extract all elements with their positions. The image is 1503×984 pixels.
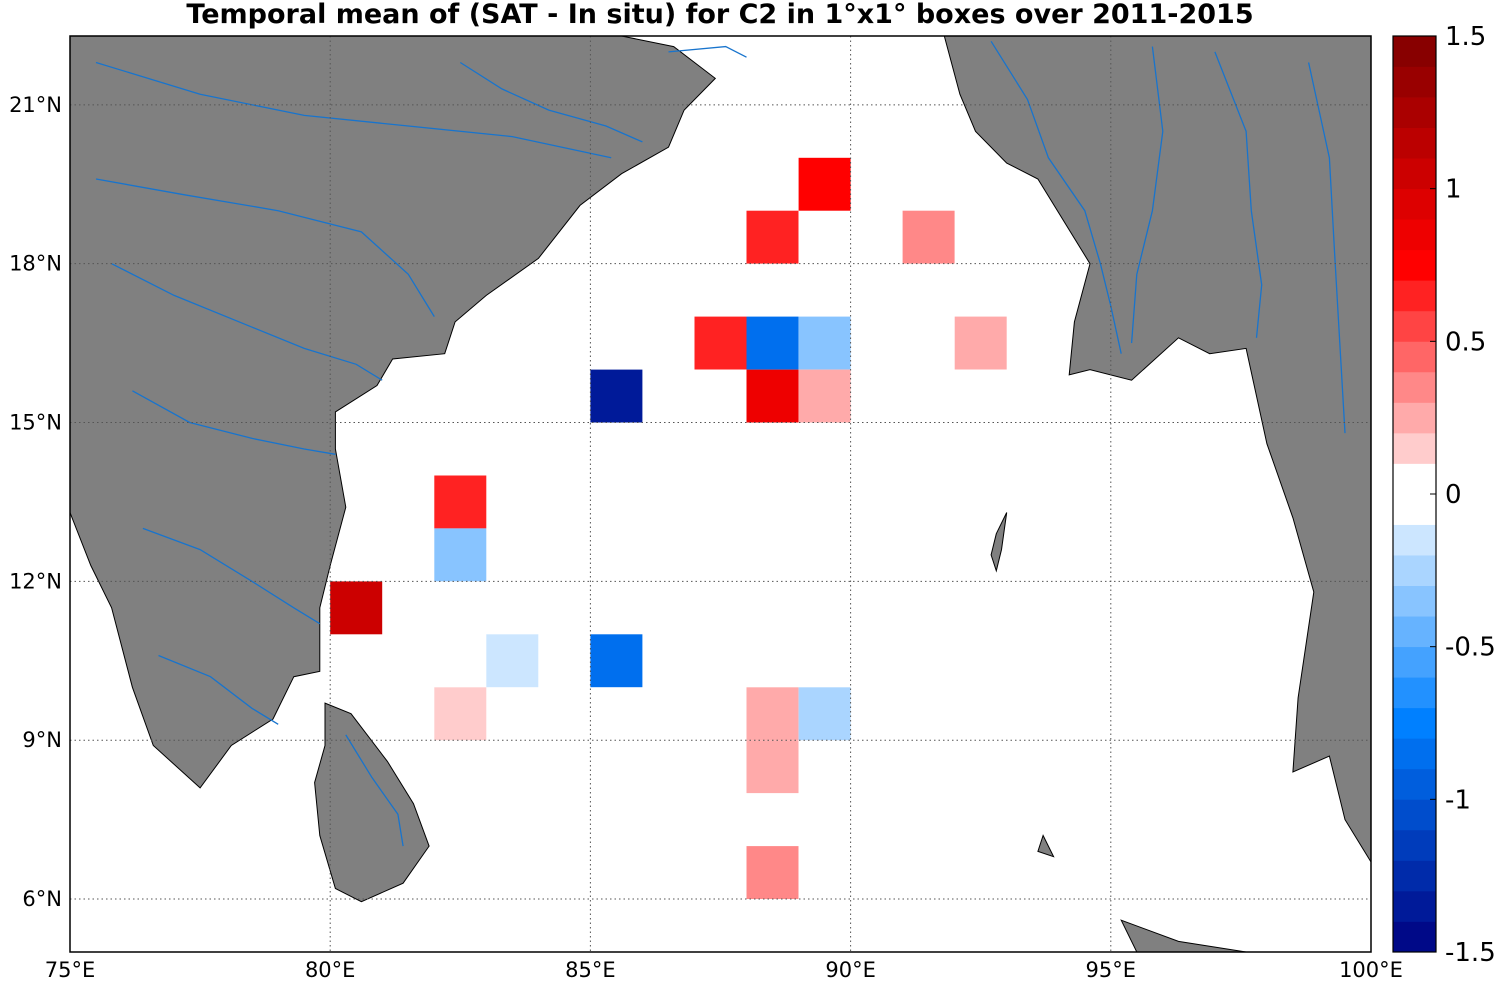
river	[132, 390, 336, 455]
nicobar-island	[1037, 834, 1055, 858]
colorbar-tick-label: 0.5	[1445, 327, 1486, 357]
colorbar-level	[1393, 158, 1436, 190]
colorbar-level	[1393, 738, 1436, 770]
data-box	[954, 316, 1007, 370]
data-box	[434, 528, 487, 582]
colorbar-level	[1393, 310, 1436, 342]
colorbar-level	[1393, 829, 1436, 861]
lat-tick-label: 12°N	[9, 569, 62, 593]
colorbar-tick-label: -0.5	[1445, 633, 1496, 663]
colorbar-level	[1393, 768, 1436, 800]
colorbar-level	[1393, 432, 1436, 464]
map-frame	[69, 35, 1372, 953]
lon-tick-label: 100°E	[1339, 958, 1403, 982]
river	[1130, 46, 1164, 344]
colorbar-level	[1393, 799, 1436, 831]
data-box	[694, 316, 747, 370]
lon-tick-label: 75°E	[45, 958, 96, 982]
colorbar-level	[1393, 646, 1436, 678]
river	[1307, 62, 1346, 434]
colorbar-level	[1393, 616, 1436, 648]
landmass	[69, 35, 1372, 953]
colorbar-level	[1393, 555, 1436, 586]
colorbar-level	[1393, 707, 1436, 739]
colorbar-level	[1393, 860, 1436, 892]
colorbar-level	[1393, 402, 1436, 434]
colorbar-level	[1393, 97, 1436, 128]
data-box	[434, 687, 487, 741]
colorbar-tick-label: 1	[1445, 175, 1462, 205]
data-box	[486, 634, 539, 688]
colorbar-level	[1393, 677, 1436, 709]
data-boxes	[330, 157, 1007, 899]
colorbar-tick-label: 0	[1445, 480, 1462, 510]
data-box	[434, 475, 487, 529]
data-box	[746, 369, 799, 423]
data-box	[590, 369, 643, 423]
data-box	[746, 316, 799, 370]
andaman-island	[990, 512, 1008, 573]
data-box	[902, 210, 955, 264]
colorbar-level	[1393, 219, 1436, 251]
sri-lanka-landmass	[314, 702, 430, 903]
data-box	[798, 157, 851, 211]
colorbar-level	[1393, 36, 1436, 67]
river	[95, 61, 612, 159]
data-box	[746, 740, 799, 794]
axis-tick-labels: 75°E 80°E 85°E 90°E 95°E 100°E 6°N 9°N 12°N 15°N 1…	[9, 93, 1403, 982]
colorbar-level	[1393, 188, 1436, 220]
river	[345, 734, 404, 847]
colorbar: 1.5 1 0.5 0 -0.5 -1 -1.5	[1392, 22, 1496, 968]
burma-landmass	[933, 35, 1372, 864]
colorbar-level	[1393, 249, 1436, 281]
lat-tick-label: 6°N	[22, 887, 62, 911]
lat-tick-label: 21°N	[9, 93, 62, 117]
gridlines	[70, 36, 1371, 952]
lat-tick-label: 15°N	[9, 411, 62, 435]
data-box	[746, 846, 799, 899]
colorbar-level	[1393, 921, 1436, 953]
lon-tick-label: 80°E	[305, 958, 356, 982]
lon-tick-label: 95°E	[1086, 958, 1137, 982]
data-box	[798, 316, 851, 370]
colorbar-tick-label: -1	[1445, 785, 1471, 815]
colorbar-level	[1393, 585, 1436, 617]
data-box	[798, 687, 851, 741]
colorbar-level	[1393, 280, 1436, 312]
chart-title: Temporal mean of (SAT - In situ) for C2 …	[186, 0, 1254, 30]
lon-tick-label: 90°E	[825, 958, 876, 982]
river	[668, 45, 747, 58]
lon-tick-label: 85°E	[565, 958, 616, 982]
colorbar-level	[1393, 524, 1436, 556]
data-box	[590, 634, 643, 688]
river	[95, 178, 435, 317]
colorbar-level	[1393, 890, 1436, 922]
river	[111, 263, 383, 381]
data-box	[798, 369, 851, 423]
colorbar-level	[1393, 494, 1436, 525]
india-landmass	[69, 35, 717, 789]
plot-border	[69, 35, 1372, 953]
colorbar-level	[1393, 341, 1436, 373]
data-box	[746, 210, 799, 264]
lat-tick-label: 18°N	[9, 252, 62, 276]
river	[459, 61, 643, 143]
data-box	[746, 687, 799, 741]
colorbar-tick-label: -1.5	[1445, 938, 1496, 968]
river	[158, 654, 279, 725]
colorbar-tick-label: 1.5	[1445, 22, 1486, 52]
lat-tick-label: 9°N	[22, 728, 62, 752]
colorbar-level	[1393, 371, 1436, 403]
colorbar-level	[1393, 463, 1436, 495]
colorbar-level	[1393, 66, 1436, 98]
river	[142, 527, 321, 625]
data-box	[330, 581, 383, 635]
colorbar-level	[1393, 127, 1436, 159]
